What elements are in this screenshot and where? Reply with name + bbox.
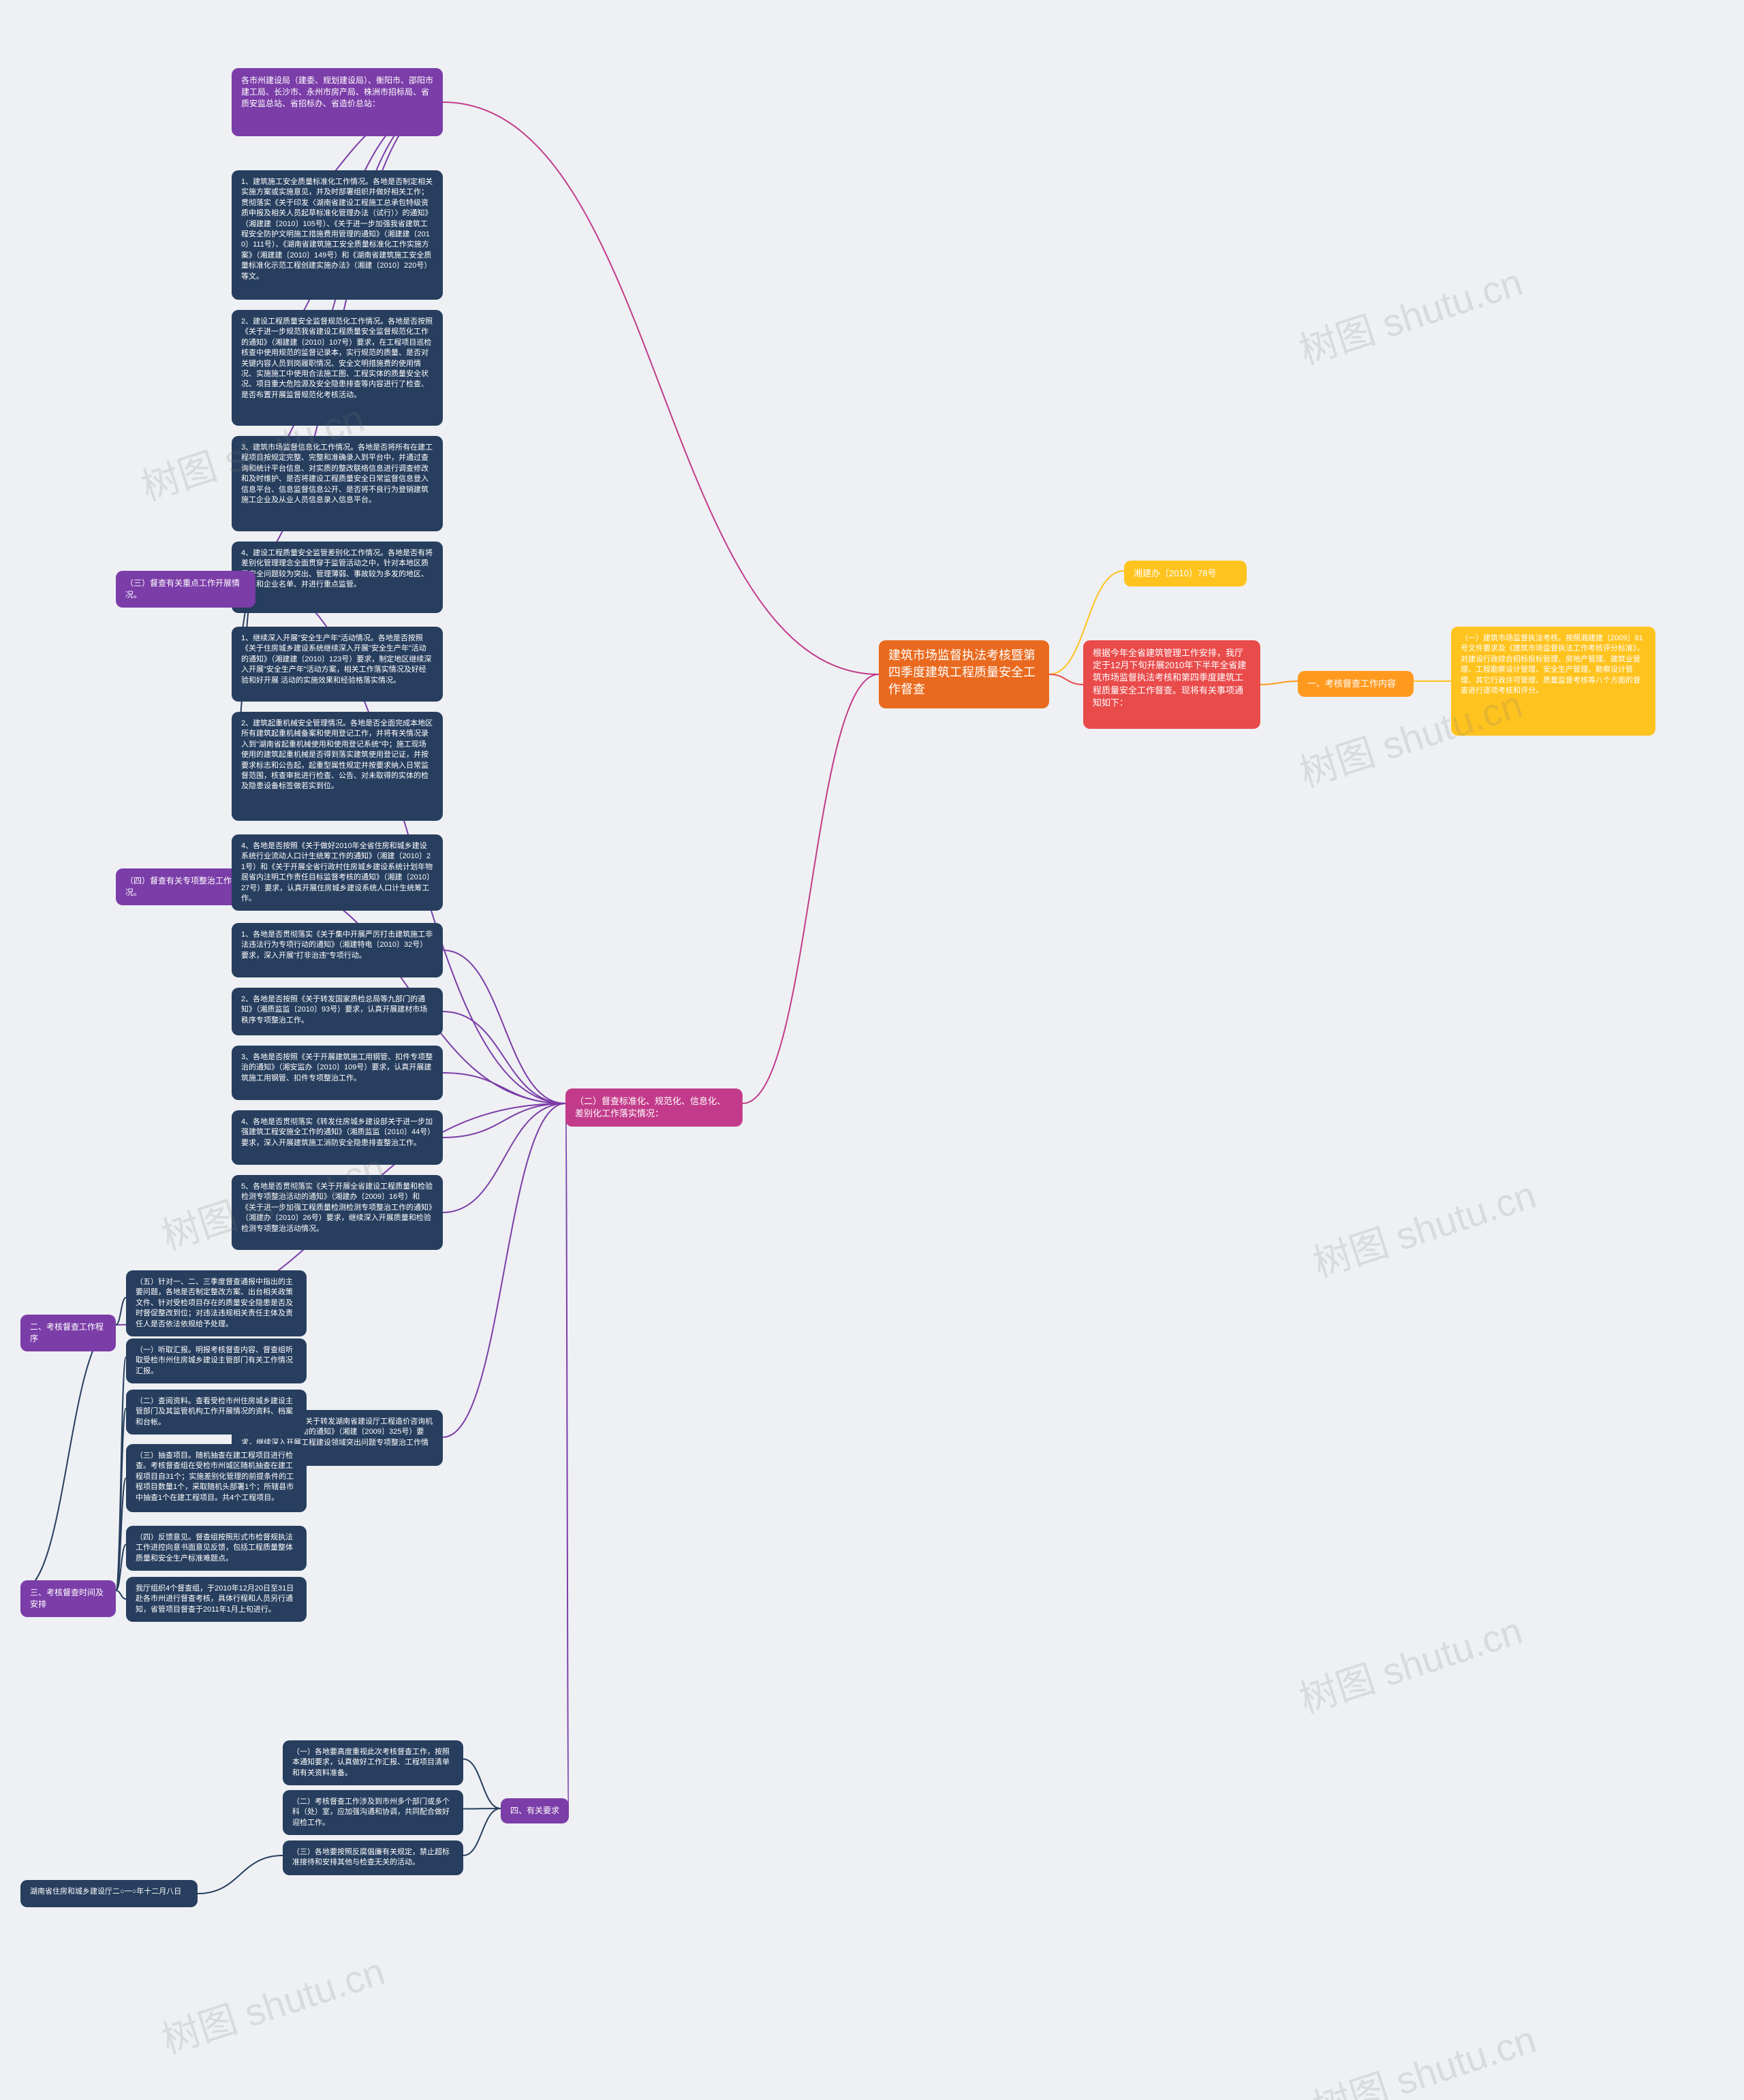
edge <box>20 1325 116 1590</box>
edge <box>743 674 879 1103</box>
node-req: 四、有关要求 <box>501 1798 569 1823</box>
node-rq1: （一）各地要高度重视此次考核督查工作，按照本通知要求，认真做好工作汇报、工程项目… <box>283 1740 463 1785</box>
node-n3: 3、各地是否按照《关于开展建筑施工用钢管、扣件专项整治的通知》（湘安监办〔201… <box>232 1046 443 1100</box>
watermark: 树图 shutu.cn <box>1292 1601 1529 1725</box>
node-t3: 3、建筑市场监督信息化工作情况。各地是否将所有在建工程项目按规定完整、完整和准确… <box>232 436 443 531</box>
edge <box>116 1545 126 1591</box>
watermark: 树图 shutu.cn <box>1292 252 1529 376</box>
edge <box>116 1478 126 1590</box>
node-sg4: （四）反馈意见。督查组按照形式市检督规执法工作进控向意书面意见反馈，包括工程质量… <box>126 1526 307 1571</box>
node-g3a: 1、继续深入开展"安全生产年"活动情况。各地是否按照《关于住房城乡建设系统继续深… <box>232 627 443 702</box>
watermark: 树图 shutu.cn <box>154 1941 391 2065</box>
node-s5: （五）针对一、二、三季度督查通报中指出的主要问题，各地是否制定整改方案、出台相关… <box>126 1270 307 1336</box>
node-n1: 1、各地是否贯彻落实《关于集中开展严厉打击建筑施工非法违法行为专项行动的通知》（… <box>232 923 443 977</box>
node-n4: 4、各地是否贯彻落实《转发住房城乡建设部关于进一步加强建筑工程安施全工作的通知》… <box>232 1110 443 1165</box>
node-g4a: 4、各地是否按照《关于做好2010年全省住房和城乡建设系统行业流动人口计生统筹工… <box>232 834 443 911</box>
node-r1a1: （一）建筑市场监督执法考核。按照湘建建〔2009〕81号文件要求及《建筑市场监督… <box>1451 627 1655 736</box>
node-r1a: 一、考核督查工作内容 <box>1298 671 1414 697</box>
edge <box>443 1073 565 1103</box>
watermark: 树图 shutu.cn <box>1305 2009 1542 2100</box>
node-schedHdr: 二、考核督查工作程序 <box>20 1315 116 1351</box>
node-sgTime: 我厅组织4个督查组，于2010年12月20日至31日赴各市州进行督查考核，具体行… <box>126 1577 307 1622</box>
edge <box>565 1103 569 1808</box>
node-schedGrp: 三、考核督查时间及安排 <box>20 1580 116 1617</box>
node-sg1: （一）听取汇报。明报考核督查内容、督查组听取受检市州住房城乡建设主管部门有关工作… <box>126 1338 307 1383</box>
edge <box>116 1358 126 1591</box>
edge <box>463 1808 501 1809</box>
node-root: 建筑市场监督执法考核暨第四季度建筑工程质量安全工作督查 <box>879 640 1049 708</box>
edge <box>116 1590 126 1599</box>
node-n5: 5、各地是否贯彻落实《关于开展全省建设工程质量和检验检测专项整治活动的通知》（湘… <box>232 1175 443 1250</box>
node-sec2: （二）督查标准化、规范化、信息化、差别化工作落实情况： <box>565 1088 743 1127</box>
edge <box>463 1759 501 1809</box>
edge <box>443 102 879 674</box>
edge <box>116 1409 126 1591</box>
edge <box>463 1808 501 1855</box>
edge <box>443 1103 565 1138</box>
node-t4: 4、建设工程质量安全监管差别化工作情况。各地是否有将差别化管理理念全面贯穿于监管… <box>232 542 443 613</box>
node-t2: 2、建设工程质量安全监督规范化工作情况。各地是否按照《关于进一步规范我省建设工程… <box>232 310 443 426</box>
edge <box>1260 681 1298 685</box>
node-g3b: 2、建筑起重机械安全管理情况。各地是否全面完成本地区所有建筑起重机械备案和使用登… <box>232 712 443 821</box>
node-ref: 湘建办〔2010〕78号 <box>1124 561 1247 586</box>
node-sg2: （二）查阅资料。查看受检市州住房城乡建设主管部门及其监管机构工作开展情况的资料、… <box>126 1390 307 1435</box>
node-r1: 根据今年全省建筑管理工作安排，我厅定于12月下旬开展2010年下半年全省建筑市场… <box>1083 640 1260 729</box>
watermark: 树图 shutu.cn <box>1305 1165 1542 1289</box>
edge <box>198 1855 283 1894</box>
edge <box>443 1012 565 1103</box>
node-t1: 1、建筑施工安全质量标准化工作情况。各地是否制定相关实施方案或实施意见，并及时部… <box>232 170 443 300</box>
node-rq3: （三）各地要按照反腐倡廉有关规定，禁止超标准接待和安排其他与检查无关的活动。 <box>283 1840 463 1875</box>
node-sg3: （三）抽查项目。随机抽查在建工程项目进行检查。考核督查组在受检市州城区随机抽查在… <box>126 1444 307 1512</box>
node-footer: 湖南省住房和城乡建设厅二○一○年十二月八日 <box>20 1880 198 1907</box>
node-n2: 2、各地是否按照《关于转发国家质检总局等九部门的通知》（湘质监监〔2010〕93… <box>232 988 443 1035</box>
edge <box>443 950 565 1103</box>
edge <box>443 1103 565 1437</box>
node-g3: （三）督查有关重点工作开展情况。 <box>116 571 255 608</box>
edge <box>443 1103 565 1212</box>
node-rq2: （二）考核督查工作涉及到市州多个部门或多个科（处）室，应加强沟通和协调，共同配合… <box>283 1790 463 1835</box>
edge <box>1049 674 1083 685</box>
edge <box>116 1298 126 1325</box>
node-top: 各市州建设局（建委、规划建设局）、衡阳市、邵阳市建工局、长沙市、永州市房产局、株… <box>232 68 443 136</box>
